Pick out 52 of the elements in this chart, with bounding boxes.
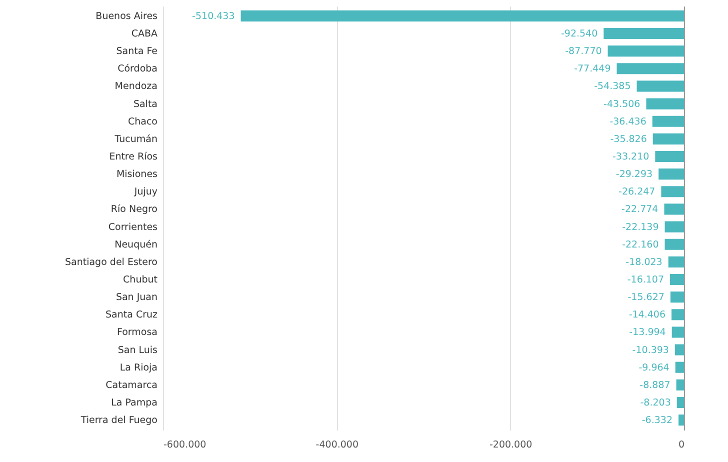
- y-tick-label: Salta: [133, 98, 158, 110]
- x-tick-label: -200.000: [489, 440, 532, 450]
- data-label: -22.774: [622, 204, 658, 216]
- x-tick-label: -600.000: [164, 440, 206, 450]
- y-tick-label: San Luis: [118, 344, 158, 356]
- data-label: -22.160: [622, 239, 659, 250]
- y-tick-label: Entre Ríos: [109, 152, 158, 162]
- y-tick-label: Buenos Aires: [96, 10, 158, 22]
- data-label: -26.247: [618, 186, 656, 198]
- data-label: -9.964: [638, 362, 670, 374]
- data-label: -29.293: [616, 169, 653, 180]
- y-tick-label: Chubut: [123, 274, 158, 286]
- y-tick-label: Tierra del Fuego: [80, 415, 158, 426]
- x-tick-label: -400.000: [316, 440, 359, 450]
- data-label: -36.436: [610, 116, 646, 128]
- y-tick-label: Misiones: [116, 169, 158, 180]
- y-tick-label: La Pampa: [111, 398, 158, 408]
- data-label: -35.826: [610, 134, 647, 145]
- y-tick-label: Formosa: [116, 327, 158, 338]
- y-tick-label: Catamarca: [106, 380, 158, 391]
- data-label: -54.385: [594, 81, 631, 92]
- data-label: -8.203: [640, 398, 671, 408]
- data-label: -510.433: [192, 10, 235, 22]
- y-tick-label: Santa Cruz: [106, 310, 158, 321]
- y-tick-label: Mendoza: [114, 81, 158, 92]
- y-tick-label: La Rioja: [120, 362, 158, 374]
- data-label: -13.994: [629, 327, 666, 338]
- y-tick-label: Corrientes: [108, 222, 158, 233]
- y-tick-label: CABA: [131, 28, 158, 40]
- data-label: -15.627: [628, 292, 664, 304]
- data-label: -77.449: [574, 64, 611, 75]
- y-tick-label: Córdoba: [118, 64, 158, 75]
- data-label: -92.540: [560, 28, 598, 40]
- data-label: -43.506: [604, 98, 640, 110]
- y-tick-label: Santiago del Estero: [65, 256, 158, 268]
- y-tick-label: Santa Fe: [116, 46, 158, 58]
- data-label: -10.393: [632, 344, 669, 356]
- data-label: -14.406: [628, 310, 666, 321]
- data-label: -33.210: [612, 152, 650, 162]
- y-tick-label: San Juan: [116, 292, 158, 304]
- y-tick-label: Río Negro: [110, 204, 158, 216]
- y-tick-label: Chaco: [128, 116, 158, 128]
- data-label: -8.887: [640, 380, 670, 391]
- data-label: -87.770: [565, 46, 602, 58]
- data-label: -16.107: [627, 274, 664, 286]
- data-label: -6.332: [642, 415, 672, 426]
- y-tick-label: Jujuy: [133, 186, 158, 198]
- x-tick-label: 0: [678, 440, 684, 450]
- y-tick-label: Tucumán: [114, 134, 158, 145]
- y-tick-label: Neuquén: [114, 239, 158, 250]
- data-label: -18.023: [626, 256, 662, 268]
- data-label: -22.139: [622, 222, 659, 233]
